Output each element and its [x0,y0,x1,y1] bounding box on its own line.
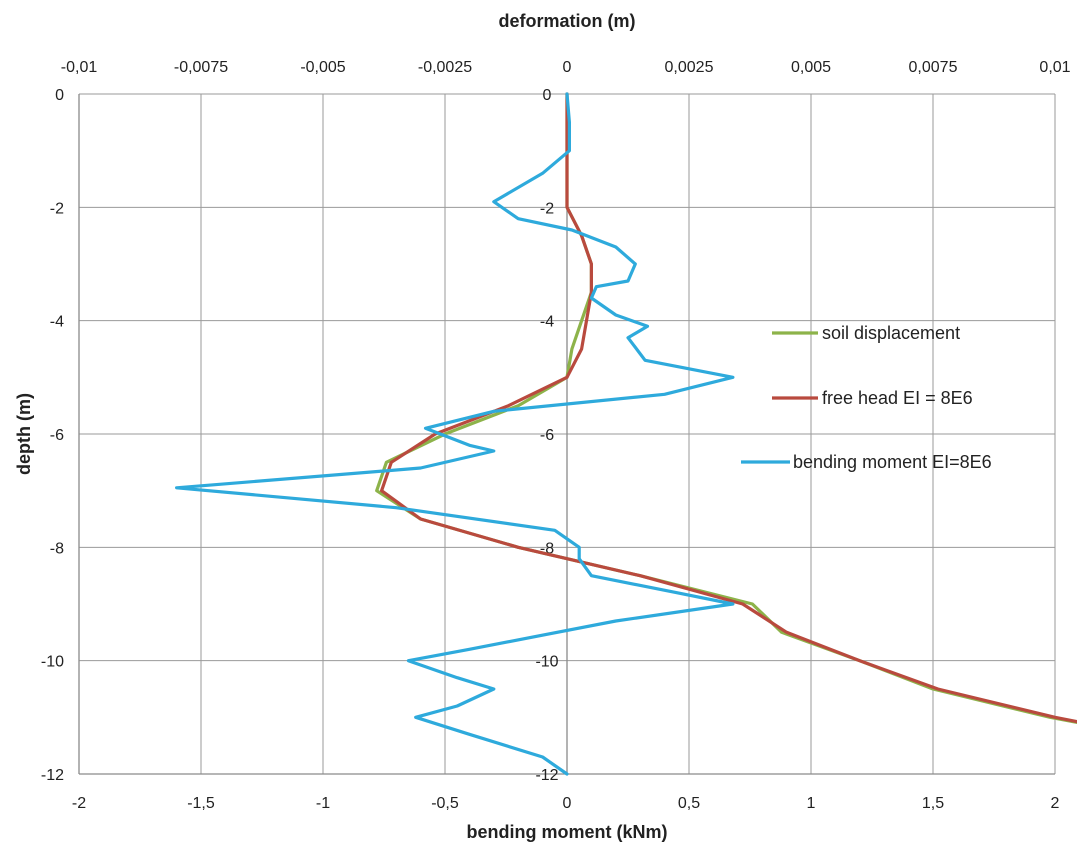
top-tick-label: -0,0075 [174,59,228,76]
center-depth-label: -6 [540,427,554,444]
top-tick-label: -0,0025 [418,59,472,76]
bottom-tick-label: 0 [563,795,572,812]
y-axis-ticks: 0 -2 -4 -6 -8 -10 -12 [41,87,64,784]
y-tick-label: -4 [50,314,64,331]
bottom-tick-label: 1 [807,795,816,812]
y-tick-label: -6 [50,427,64,444]
center-depth-label: -2 [540,200,554,217]
legend: soil displacement free head EI = 8E6 bendi… [741,323,992,472]
top-tick-label: -0,005 [300,59,345,76]
bottom-tick-label: -2 [72,795,86,812]
y-tick-label: -8 [50,540,64,557]
top-tick-label: 0,005 [791,59,831,76]
top-tick-label: 0,0075 [909,59,958,76]
y-tick-label: -2 [50,200,64,217]
series-line-1 [380,92,1077,724]
center-depth-label: -4 [540,314,554,331]
bottom-tick-label: -1 [316,795,330,812]
center-depth-label: -10 [535,654,558,671]
y-tick-label: -10 [41,654,64,671]
top-tick-label: 0 [563,59,572,76]
bottom-axis-title: bending moment (kNm) [467,822,668,842]
bottom-tick-label: 1,5 [922,795,944,812]
bottom-tick-label: 2 [1051,795,1060,812]
bottom-tick-label: -1,5 [187,795,215,812]
legend-label: soil displacement [822,323,960,343]
legend-label: free head EI = 8E6 [822,388,973,408]
top-axis-ticks: -0,01 -0,0075 -0,005 -0,0025 0 0,0025 0,005 0,0… [61,59,1071,76]
center-depth-label: 0 [543,87,552,104]
top-tick-label: -0,01 [61,59,98,76]
bottom-tick-label: -0,5 [431,795,459,812]
top-axis-title: deformation (m) [499,11,636,31]
y-axis-title: depth (m) [14,393,34,475]
legend-label: bending moment EI=8E6 [793,452,992,472]
y-tick-label: 0 [55,87,64,104]
bottom-axis-ticks: -2 -1,5 -1 -0,5 0 0,5 1 1,5 2 [72,795,1060,812]
center-depth-labels: 0-2-4-6-8-10-12 [535,87,558,784]
series-lines [175,92,1077,776]
y-tick-label: -12 [41,767,64,784]
center-depth-label: -12 [535,767,558,784]
top-tick-label: 0,01 [1039,59,1070,76]
bottom-tick-label: 0,5 [678,795,700,812]
series-line-2 [175,92,735,776]
top-tick-label: 0,0025 [665,59,714,76]
